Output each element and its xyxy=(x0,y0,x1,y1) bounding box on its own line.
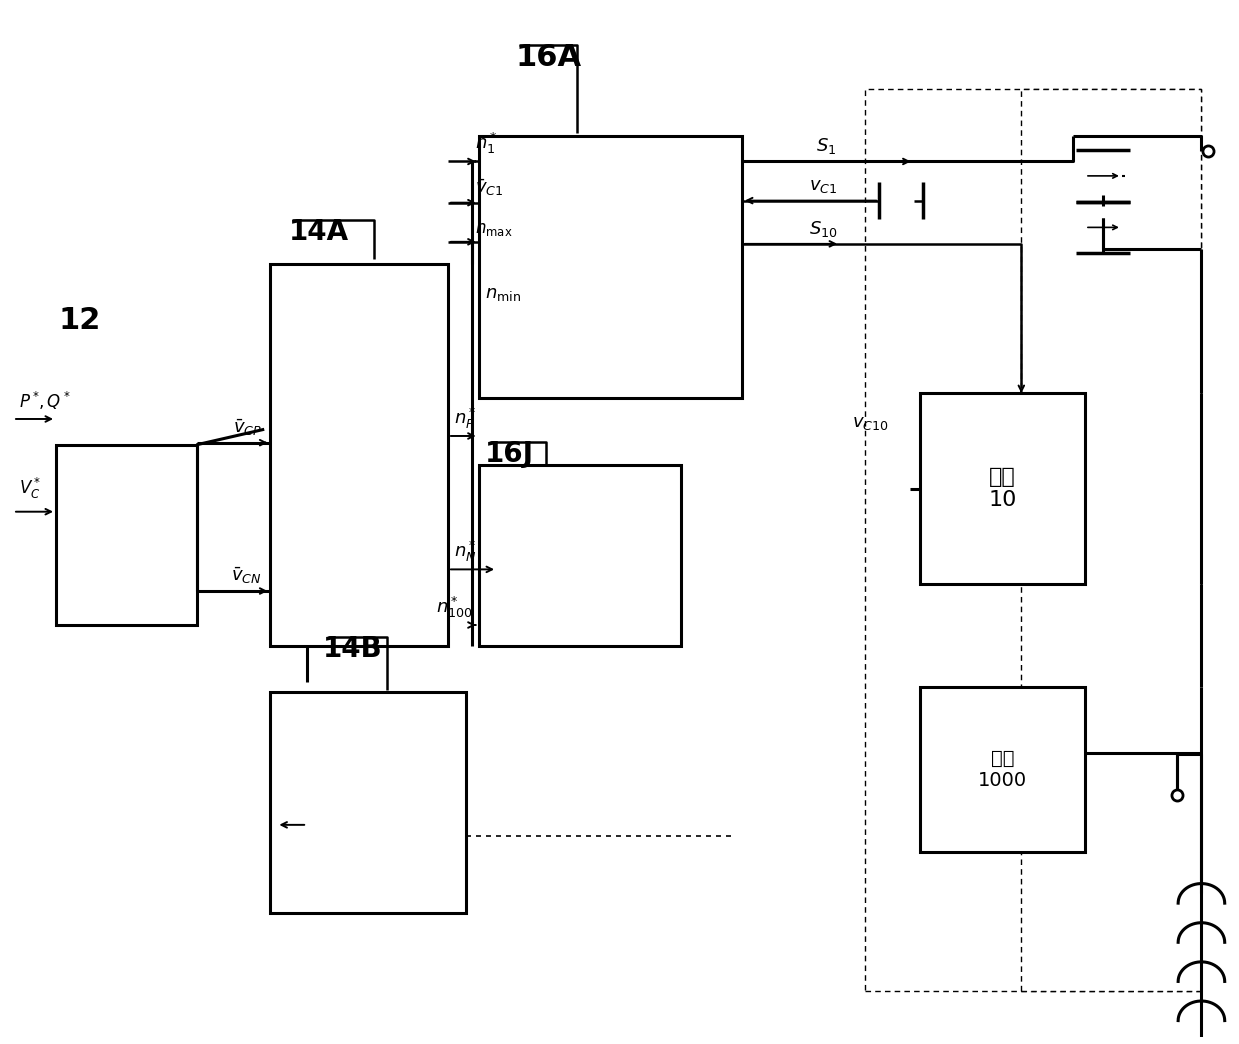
Text: 16J: 16J xyxy=(484,440,534,468)
Text: $n_1^*$: $n_1^*$ xyxy=(475,132,498,157)
Bar xyxy=(478,466,680,645)
Text: $\bar{v}_{CN}$: $\bar{v}_{CN}$ xyxy=(230,565,261,586)
Text: $\bar{v}_{CP}$: $\bar{v}_{CP}$ xyxy=(233,417,261,437)
Text: $V_C^*$: $V_C^*$ xyxy=(19,476,42,501)
Bar xyxy=(270,264,449,645)
Text: $n_{100}^*$: $n_{100}^*$ xyxy=(436,595,472,620)
Bar xyxy=(56,445,197,625)
Text: 单元
1000: 单元 1000 xyxy=(978,749,1027,789)
Text: 16A: 16A xyxy=(515,43,581,72)
Bar xyxy=(919,687,1085,852)
Bar xyxy=(865,90,1202,991)
Text: $n_{\mathrm{min}}$: $n_{\mathrm{min}}$ xyxy=(484,285,520,303)
Text: $v_{C1}$: $v_{C1}$ xyxy=(809,177,838,195)
Text: $n_N^*$: $n_N^*$ xyxy=(455,539,477,564)
Text: 14A: 14A xyxy=(289,218,349,246)
Text: $S_1$: $S_1$ xyxy=(815,137,836,157)
Bar xyxy=(1021,90,1202,991)
Text: $\bar{v}_{C1}$: $\bar{v}_{C1}$ xyxy=(475,176,503,197)
Text: 单元
10: 单元 10 xyxy=(989,467,1016,511)
Text: $v_{C10}$: $v_{C10}$ xyxy=(852,413,890,432)
Bar xyxy=(270,692,466,914)
Text: 14B: 14B xyxy=(323,636,383,663)
Bar xyxy=(478,136,742,399)
Bar xyxy=(919,394,1085,584)
Text: $n_P^*$: $n_P^*$ xyxy=(455,406,477,431)
Text: $P^*\!,Q^*$: $P^*\!,Q^*$ xyxy=(19,389,71,411)
Text: 12: 12 xyxy=(58,306,100,335)
Text: $n_{\mathrm{max}}$: $n_{\mathrm{max}}$ xyxy=(475,219,513,238)
Text: $S_{10}$: $S_{10}$ xyxy=(809,219,838,239)
